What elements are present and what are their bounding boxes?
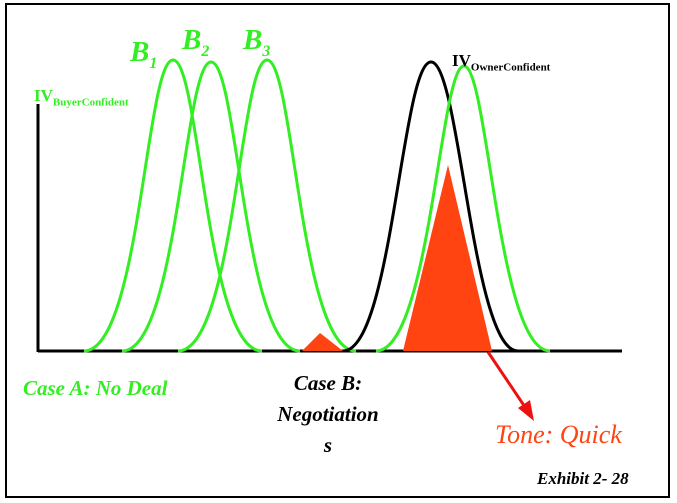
overlap-area-large xyxy=(403,165,492,351)
exhibit-number: Exhibit 2- 28 xyxy=(537,469,629,488)
label-b1: B1 xyxy=(130,36,158,72)
label-tone: Tone: Quick xyxy=(495,420,622,449)
label-b3: B3 xyxy=(243,24,271,60)
owner-curve xyxy=(342,60,519,353)
label-iv-buyer: IVBuyerConfident xyxy=(34,86,129,109)
slide-frame xyxy=(5,3,670,498)
label-iv-owner: IVOwnerConfident xyxy=(452,51,551,74)
overlap-area-small xyxy=(302,333,343,351)
label-case-a: Case A: No Deal xyxy=(23,376,168,400)
label-case-b-line3: s xyxy=(323,433,333,457)
buyer-curve-b2 xyxy=(121,60,301,353)
buyer-curve-b1 xyxy=(83,58,263,353)
label-b2: B2 xyxy=(182,24,210,60)
label-case-b: Case B: Negotiation s xyxy=(258,368,398,461)
arrow-head xyxy=(518,400,534,421)
buyer-curve-b3 xyxy=(177,58,357,353)
arrow-line xyxy=(486,351,529,411)
label-case-b-line2: Negotiation xyxy=(277,402,379,426)
owner-curve-shifted xyxy=(375,64,551,353)
label-case-b-line1: Case B: xyxy=(293,371,363,395)
